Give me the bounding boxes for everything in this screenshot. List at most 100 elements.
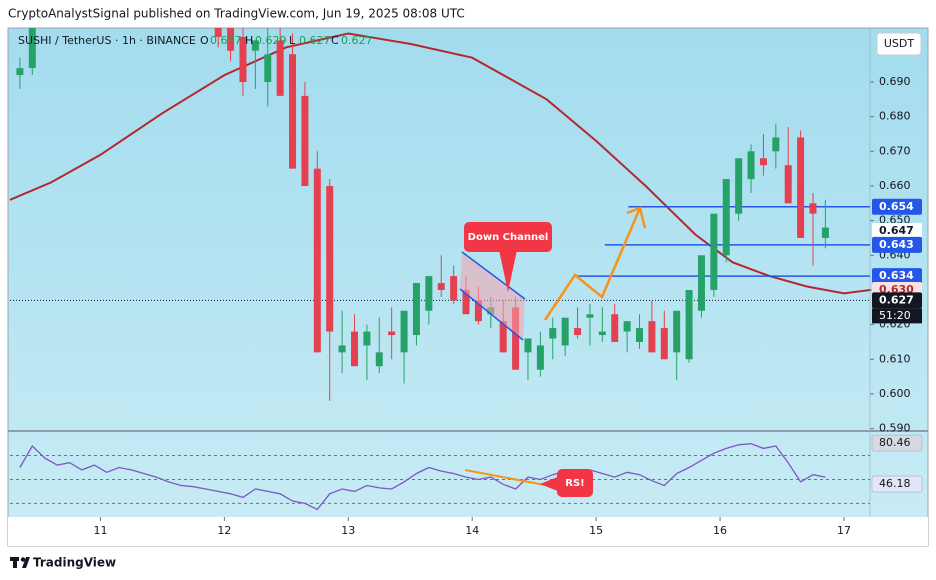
candle-body [388, 331, 396, 336]
candle-body [648, 321, 656, 353]
x-tick-label: 17 [837, 524, 851, 537]
price-tag-label: 0.634 [879, 269, 914, 282]
rsi-line [19, 442, 826, 511]
x-tick-label: 11 [93, 524, 107, 537]
x-tick-label: 13 [341, 524, 355, 537]
candle-body [326, 185, 334, 332]
callout-box [557, 469, 593, 497]
price-tag [872, 268, 922, 285]
price-pane [9, 28, 870, 401]
candle-body [16, 68, 24, 76]
ohlc-value: 0.627 [210, 34, 242, 47]
ohlc-key: L [289, 34, 296, 47]
currency-button[interactable] [876, 32, 922, 56]
price-tag-label: 0.627 [879, 293, 914, 306]
ohlc-value: 0.629 [255, 34, 287, 47]
y-tick-label: 0.610 [879, 352, 911, 365]
candle-body [28, 28, 36, 69]
callout-pointer [499, 250, 517, 292]
price-tag-label: 0.643 [879, 238, 914, 251]
candle-body [821, 227, 829, 238]
candle-body [710, 213, 718, 290]
candle-body [549, 328, 557, 339]
down-channel: Down Channel [459, 222, 552, 341]
publisher-line: CryptoAnalystSignal published on Trading… [8, 7, 465, 21]
candle-body [251, 40, 259, 51]
candle-body [412, 283, 420, 336]
price-tag-label: 0.647 [879, 224, 914, 237]
x-tick-label: 14 [465, 524, 479, 537]
price-tag [872, 198, 922, 215]
candle-body [350, 331, 358, 367]
y-tick-label: 0.590 [879, 422, 911, 435]
candle-body [586, 314, 594, 318]
candle-body [474, 300, 482, 322]
currency-label[interactable]: USDT [884, 37, 915, 50]
y-tick-label: 0.690 [879, 75, 911, 88]
footer-brand: TradingView [33, 556, 116, 570]
arrow-head [626, 206, 647, 229]
channel-line [459, 288, 524, 341]
candle-body [598, 331, 606, 336]
y-tick-label: 0.670 [879, 144, 911, 157]
projection-path [543, 207, 642, 321]
candle-body [772, 137, 780, 152]
candle-body [301, 95, 309, 186]
candle-body [400, 310, 408, 353]
candle-body [264, 54, 272, 82]
candle-body [313, 168, 321, 353]
candle-body [722, 179, 730, 256]
ohlc-key: H [245, 34, 253, 47]
callout-text: RS! [565, 478, 584, 489]
candle-body [697, 255, 705, 311]
y-tick-label: 0.600 [879, 387, 911, 400]
candle-body [289, 54, 297, 169]
channel-line [461, 251, 526, 300]
candle-body [561, 317, 569, 346]
rsi-tag-label: 46.18 [879, 477, 911, 490]
symbol-label: SUSHI / TetherUS · 1h · BINANCE [18, 34, 196, 47]
projection-arrow [543, 206, 647, 321]
price-tag-label: 0.654 [879, 200, 914, 213]
candle-body [797, 137, 805, 238]
candle-body [636, 328, 644, 342]
candle-body [623, 321, 631, 332]
candle-body [809, 203, 817, 214]
rsi-tag [871, 475, 923, 493]
candle-body [512, 307, 520, 370]
y-tick-label: 0.680 [879, 110, 911, 123]
price-scale: 0.5900.6000.6100.6200.6300.6400.6500.660… [870, 75, 923, 493]
x-tick-label: 12 [217, 524, 231, 537]
countdown-label: 51:20 [879, 309, 911, 322]
x-tick-label: 16 [713, 524, 727, 537]
candle-body [450, 276, 458, 301]
candle-body [462, 289, 470, 315]
candle-body [425, 276, 433, 311]
rsi-tag-label: 80.46 [879, 436, 911, 449]
candle-body [338, 345, 346, 353]
candle-body [499, 321, 507, 353]
candle-body [214, 28, 222, 37]
price-tag [872, 223, 922, 240]
ohlc-key: C [331, 34, 339, 47]
callout-pointer [540, 476, 560, 492]
candle-body [239, 36, 247, 82]
divergence-line [464, 469, 546, 486]
candle-body [660, 328, 668, 360]
candle-body [363, 331, 371, 346]
countdown-tag [872, 308, 922, 324]
price-tag [872, 292, 922, 309]
footer-logo [10, 557, 30, 568]
rsi-pane [10, 442, 870, 511]
candle-body [227, 28, 235, 51]
candle-body [375, 352, 383, 367]
ohlc-value: 0.627 [299, 34, 331, 47]
price-tag [872, 236, 922, 253]
candle-body [437, 283, 445, 290]
candle-body [673, 310, 681, 353]
candle-body [276, 40, 284, 96]
candle-body [524, 338, 532, 353]
ohlc-value: 0.627 [341, 34, 373, 47]
callout-text: Down Channel [468, 232, 549, 243]
